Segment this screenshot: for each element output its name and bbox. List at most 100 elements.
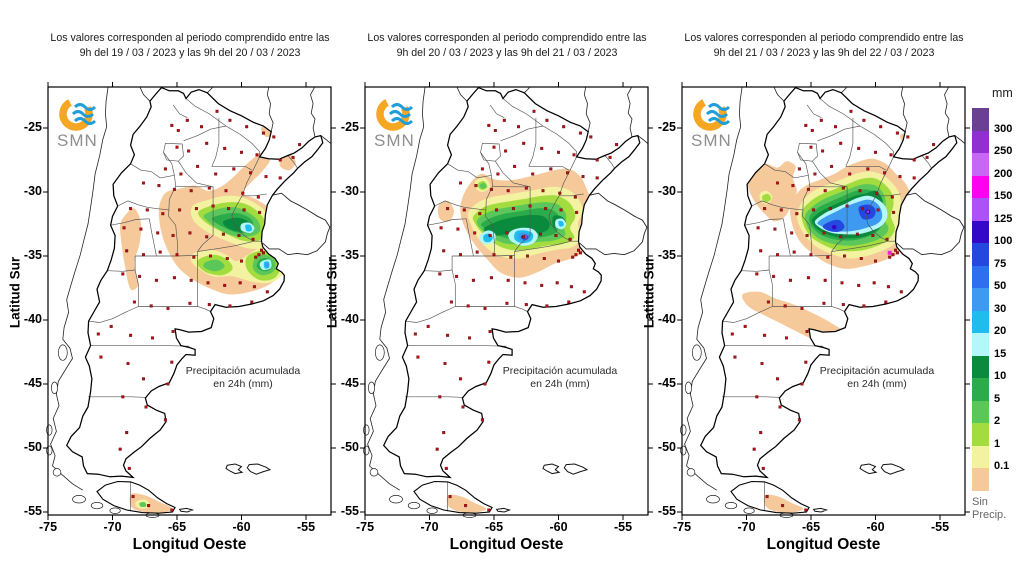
legend-color-block-9 [972, 310, 989, 333]
y-tick-label: -30 [23, 184, 42, 198]
province-border [744, 218, 784, 226]
uruguay-outline [579, 192, 648, 256]
y-tick-label: -50 [657, 440, 676, 454]
province-border [528, 166, 569, 171]
x-tick-label: -75 [38, 520, 58, 534]
panel-title-line2: 9h del 20 / 03 / 2023 y las 9h del 21 / … [396, 47, 618, 59]
province-border [797, 152, 812, 257]
legend-color-block-15 [972, 445, 989, 468]
legend-units-label: mm [992, 86, 1013, 100]
legend-value-label: 100 [994, 235, 1013, 247]
legend-color-block-5 [972, 220, 989, 243]
smn-logo-text: SMN [374, 131, 415, 150]
chile-island [374, 344, 385, 361]
province-border [831, 186, 848, 252]
province-border [751, 200, 803, 211]
legend-value-label: 5 [994, 392, 1001, 405]
neighbor-border [310, 87, 316, 137]
province-border [764, 163, 809, 179]
legend-value-label: 15 [994, 347, 1007, 360]
province-border [489, 104, 505, 118]
legend-no-precip-line1: Sin [972, 496, 988, 508]
legend-color-block-4 [972, 198, 989, 221]
province-border [724, 345, 824, 347]
province-border [876, 193, 901, 197]
province-border [782, 218, 791, 257]
tierra-del-fuego-outline [730, 480, 810, 514]
chile-island [72, 495, 86, 504]
isla-estados [495, 507, 512, 513]
legend-color-block-8 [972, 288, 989, 311]
legend-color-block-14 [972, 423, 989, 446]
neighbor-border [954, 135, 965, 144]
legend-value-label: 250 [994, 145, 1013, 157]
province-border [130, 163, 175, 179]
province-border [548, 156, 579, 242]
province-border [407, 345, 507, 347]
province-border [514, 186, 531, 252]
y-tick-label: -50 [23, 440, 42, 454]
annotation-line2: en 24h (mm) [847, 378, 907, 390]
annotation: Precipitación acumulada en 24h (mm) [460, 365, 660, 391]
legend-value-label: 200 [994, 167, 1013, 180]
chile-island [57, 344, 68, 361]
chile-island [50, 381, 59, 394]
legend-color-block-10 [972, 333, 989, 356]
province-border [455, 306, 528, 312]
y-tick-label: -55 [657, 504, 676, 518]
neighbor-border [627, 87, 633, 137]
y-axis-label: Latitud Sur [641, 256, 657, 329]
chile-island [680, 445, 687, 456]
falkland-west [859, 463, 878, 475]
province-border [138, 306, 211, 312]
province-border [107, 269, 136, 272]
chile-island [686, 468, 696, 477]
legend-value-label: 20 [994, 325, 1007, 337]
annotation-line1: Precipitación acumulada [502, 365, 618, 377]
province-border [231, 156, 262, 242]
province-border [812, 161, 848, 188]
chile-coastline [50, 87, 109, 491]
x-axis-label: Longitud Oeste [132, 536, 247, 553]
legend-color-block-6 [972, 243, 989, 266]
highlight-marker [887, 250, 892, 255]
legend-color-block-3 [972, 175, 989, 198]
x-tick-label: -60 [232, 520, 251, 534]
province-border [178, 161, 214, 188]
annotation-line1: Precipitación acumulada [185, 365, 301, 377]
province-border [88, 306, 139, 323]
province-border [480, 152, 495, 257]
x-tick-label: -70 [103, 520, 122, 534]
smn-logo-icon [59, 97, 97, 131]
legend-value-label: 10 [994, 370, 1007, 382]
legend-value-label: 75 [994, 257, 1007, 270]
smn-logo-icon [376, 97, 414, 131]
x-tick-label: -65 [167, 520, 187, 534]
smn-logo [372, 93, 422, 138]
falkland-east [880, 463, 906, 475]
isla-estados [812, 507, 829, 513]
neighbor-border [524, 87, 530, 94]
neighbor-border [637, 135, 648, 144]
province-border [741, 269, 770, 272]
legend-color-block-2 [972, 153, 989, 176]
y-tick-label: -25 [23, 120, 42, 134]
smn-logo [689, 93, 739, 138]
panel-title-line1: Los valores corresponden al periodo comp… [367, 32, 647, 44]
x-tick-label: -55 [613, 520, 633, 534]
province-border [492, 185, 531, 188]
legend-no-precip-label: Sin Precip. [972, 496, 1006, 522]
chile-island [363, 445, 370, 456]
x-tick-label: -60 [866, 520, 885, 534]
province-border [495, 161, 531, 188]
chile-island [90, 502, 104, 510]
falkland-east [563, 463, 589, 475]
smn-logo-text: SMN [57, 131, 98, 150]
x-tick-label: -55 [930, 520, 950, 534]
argentina-map-canvas [43, 82, 336, 520]
province-border [211, 117, 220, 167]
x-tick-label: -60 [549, 520, 568, 534]
y-tick-label: -35 [657, 248, 676, 262]
y-tick-label: -35 [23, 248, 42, 262]
